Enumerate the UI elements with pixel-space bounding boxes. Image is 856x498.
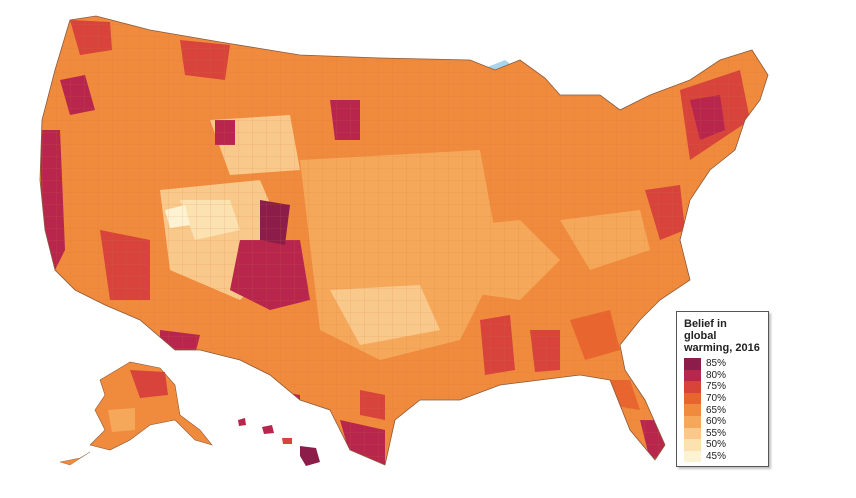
legend-swatch — [684, 381, 701, 393]
legend-label: 45% — [706, 451, 727, 463]
legend-row: 85% — [684, 358, 762, 370]
legend-row: 65% — [684, 404, 762, 416]
legend-row: 45% — [684, 450, 762, 463]
legend-swatch — [684, 369, 701, 382]
legend-title: Belief in global warming, 2016 — [684, 318, 760, 354]
legend-swatch — [684, 427, 701, 440]
legend-label: 70% — [706, 393, 727, 405]
legend-label: 75% — [706, 381, 727, 393]
legend-label: 55% — [706, 427, 727, 439]
legend-swatch — [684, 415, 701, 428]
legend: Belief in global warming, 2016 85% 80% 75%… — [676, 311, 769, 467]
legend-row: 50% — [684, 439, 762, 451]
legend-row: 60% — [684, 415, 762, 428]
legend-row: 80% — [684, 369, 762, 382]
legend-row: 70% — [684, 392, 762, 405]
alaska — [59, 361, 213, 466]
legend-label: 85% — [706, 358, 727, 370]
legend-swatch — [684, 450, 701, 463]
legend-swatch — [684, 358, 701, 370]
legend-label: 80% — [706, 369, 727, 381]
legend-row: 55% — [684, 427, 762, 440]
legend-swatch — [684, 404, 701, 416]
legend-label: 50% — [706, 439, 727, 451]
hawaii — [238, 418, 320, 466]
legend-rows: 85% 80% 75% 70% 65% 60% 55% 50% 45% — [684, 358, 762, 463]
us-outline — [39, 15, 769, 466]
legend-label: 60% — [706, 416, 727, 428]
legend-row: 75% — [684, 381, 762, 393]
legend-swatch — [684, 439, 701, 451]
legend-swatch — [684, 392, 701, 405]
legend-label: 65% — [706, 404, 727, 416]
